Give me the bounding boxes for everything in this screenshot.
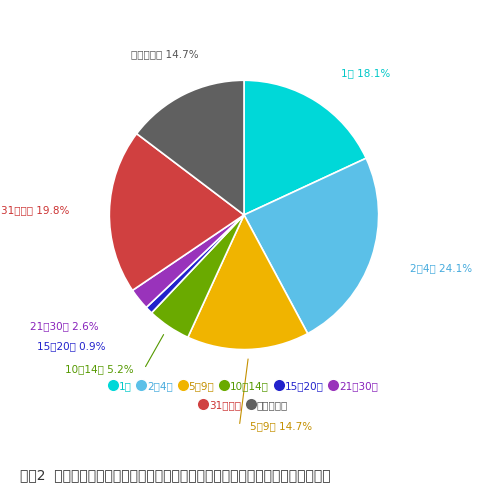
Text: 15〜20回 0.9%: 15〜20回 0.9% (38, 341, 106, 351)
Text: 2〜4回 24.1%: 2〜4回 24.1% (410, 263, 472, 273)
Legend: 31回以上, わからない: 31回以上, わからない (201, 400, 287, 410)
Wedge shape (188, 215, 308, 350)
Text: わからない 14.7%: わからない 14.7% (131, 49, 199, 59)
Wedge shape (132, 215, 244, 308)
Text: 10〜14回 5.2%: 10〜14回 5.2% (65, 364, 133, 374)
Wedge shape (244, 158, 379, 334)
Text: 31回以上 19.8%: 31回以上 19.8% (0, 206, 69, 215)
Wedge shape (244, 80, 366, 215)
Wedge shape (146, 215, 244, 313)
Text: 質問2  キャッシング（カードローン）を何回くらい利用したことがありますか？: 質問2 キャッシング（カードローン）を何回くらい利用したことがありますか？ (20, 468, 330, 482)
Text: 5〜9回 14.7%: 5〜9回 14.7% (250, 421, 312, 431)
Wedge shape (109, 134, 244, 290)
Legend: 1回, 2〜4回, 5〜9回, 10〜14回, 15〜20回, 21〜30回: 1回, 2〜4回, 5〜9回, 10〜14回, 15〜20回, 21〜30回 (110, 381, 378, 391)
Wedge shape (137, 80, 244, 215)
Text: 1回 18.1%: 1回 18.1% (341, 68, 390, 78)
Wedge shape (152, 215, 244, 338)
Text: 21〜30回 2.6%: 21〜30回 2.6% (30, 321, 99, 331)
